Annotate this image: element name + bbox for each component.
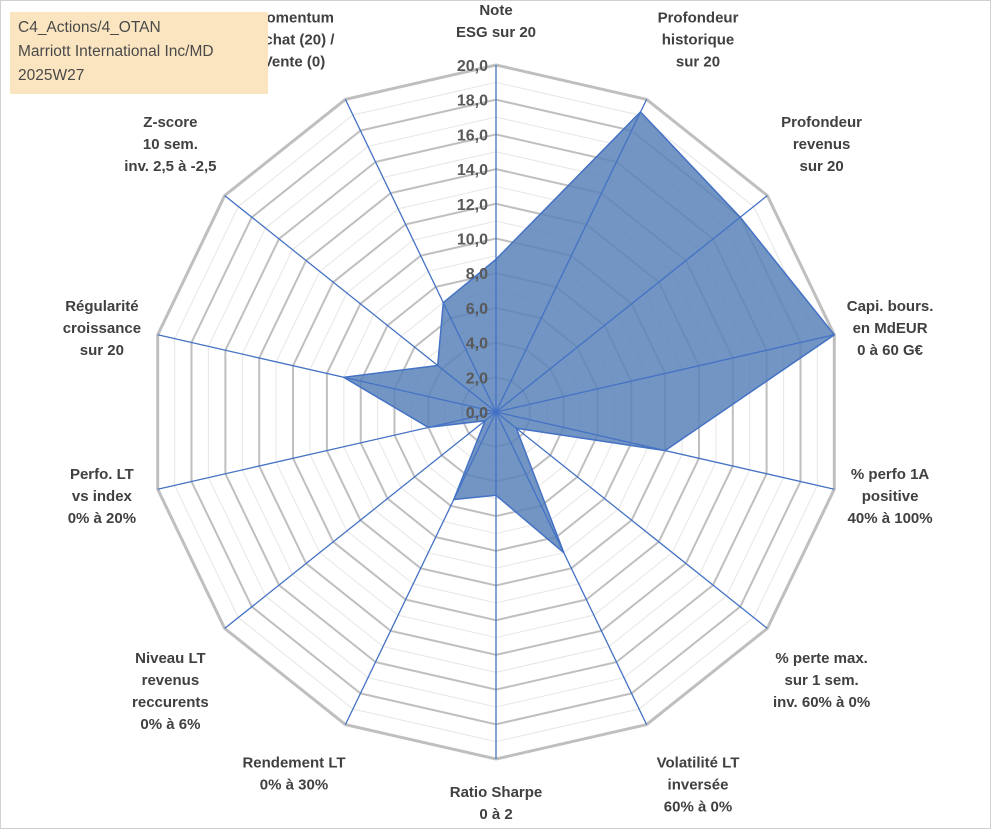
- axis-label: % perfo 1A positive 40% à 100%: [848, 466, 933, 527]
- axis-label: Niveau LT revenus reccurents 0% à 6%: [132, 650, 209, 733]
- axis-spoke: [495, 334, 835, 413]
- axis-spoke: [344, 99, 497, 413]
- axis-spoke: [495, 99, 648, 413]
- tick-label: 16,0: [457, 127, 488, 144]
- axis-label: Régularité croissance sur 20: [63, 298, 141, 359]
- axis-spoke: [495, 411, 768, 629]
- axis-spoke: [224, 411, 497, 629]
- axis-spoke: [495, 411, 835, 490]
- tick-label: 0,0: [466, 405, 488, 422]
- title-box: C4_Actions/4_OTAN Marriott International…: [10, 12, 268, 94]
- tick-label: 6,0: [466, 301, 488, 318]
- tick-labels: 0,0 2,0 4,0 6,0 8,0 10,0 12,0 14,0 16,0 18,0 20,0: [457, 58, 488, 422]
- axis-spoke: [157, 334, 497, 413]
- title-line-1: C4_Actions/4_OTAN: [18, 19, 161, 36]
- axis-label: Ratio Sharpe 0 à 2: [450, 784, 543, 823]
- tick-label: 20,0: [457, 58, 488, 75]
- tick-label: 4,0: [466, 336, 488, 353]
- axis-label: Note ESG sur 20: [456, 2, 536, 41]
- axis-label: % perte max. sur 1 sem. inv. 60% à 0%: [773, 650, 870, 711]
- title-line-2: Marriott International Inc/MD: [18, 43, 214, 60]
- tick-label: 18,0: [457, 93, 488, 110]
- axis-label: Z-score 10 sem. inv. 2,5 à -2,5: [124, 114, 216, 175]
- axis-spoke: [224, 195, 497, 413]
- axis-label: Perfo. LT vs index 0% à 20%: [68, 466, 136, 527]
- tick-label: 12,0: [457, 197, 488, 214]
- axis-spoke: [344, 411, 497, 725]
- axis-label: Rendement LT 0% à 30%: [242, 755, 345, 794]
- axis-label: Momentum Achat (20) / Vente (0): [254, 9, 336, 70]
- title-line-3: 2025W27: [18, 67, 85, 84]
- tick-label: 10,0: [457, 232, 488, 249]
- axis-label: Profondeur historique sur 20: [658, 9, 739, 70]
- axis-spoke: [495, 195, 768, 413]
- axis-spoke: [157, 411, 497, 490]
- axis-spoke: [495, 411, 648, 725]
- axis-label: Profondeur revenus sur 20: [781, 114, 862, 175]
- category-labels: Note ESG sur 20 Profondeur historique sur 20…: [63, 2, 934, 823]
- axis-label: Volatilité LT inversée 60% à 0%: [657, 755, 740, 816]
- tick-label: 14,0: [457, 162, 488, 179]
- axis-spokes: [157, 65, 835, 759]
- tick-label: 8,0: [466, 266, 488, 283]
- axis-label: Capi. bours. en MdEUR 0 à 60 G€: [847, 298, 934, 359]
- tick-label: 2,0: [466, 370, 488, 387]
